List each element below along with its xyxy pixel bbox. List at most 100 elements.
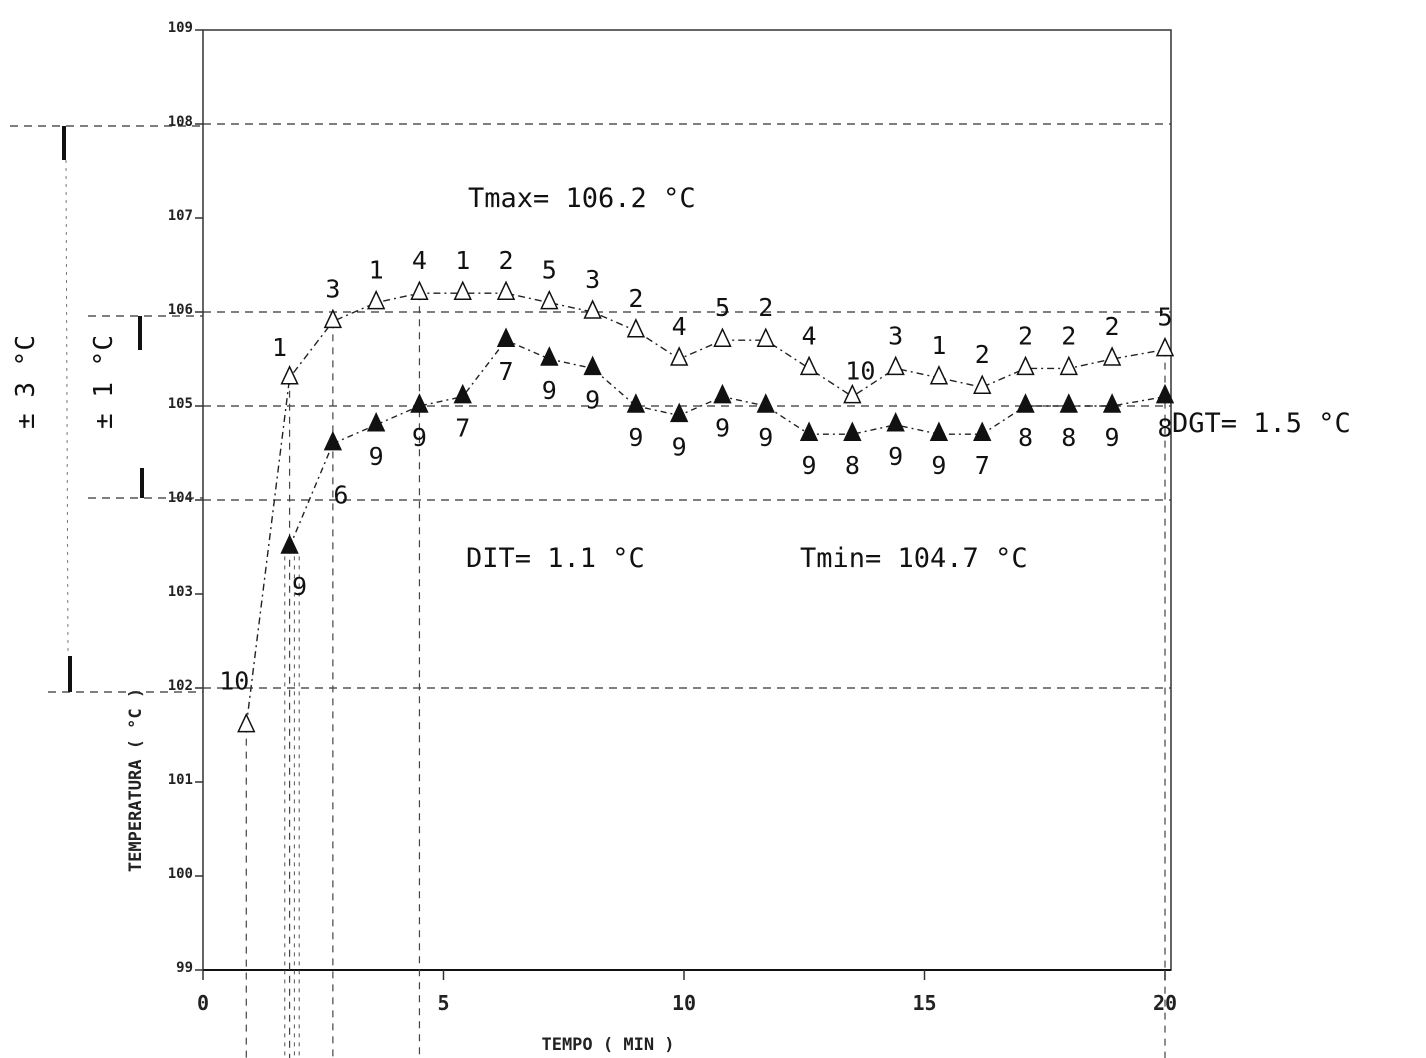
tmax-annotation: Tmax= 106.2 °C [468,183,696,214]
x-tick-label: 15 [912,991,936,1015]
x-tick-label: 0 [197,991,209,1015]
tolerance-bracket-inner [88,315,203,499]
vertical-drop-lines [245,293,1166,1058]
data-point-label: 10 [845,357,875,386]
data-point-open [366,289,386,310]
data-point-open [280,365,299,385]
data-point-label: 3 [888,321,903,350]
tmin-annotation: Tmin= 104.7 °C [800,543,1028,574]
data-point-label: 1 [455,246,470,275]
data-point-label: 5 [1157,303,1172,332]
data-point-filled [280,534,299,554]
series-line [245,292,1166,726]
y-axis-label: TEMPERATURA ( °C ) [126,688,146,872]
y-tick-label: 102 [168,678,193,694]
data-point-filled [886,412,905,432]
data-point-filled [626,393,646,413]
tolerance-outer-label: ± 3 °C [11,335,41,429]
y-tick-label: 104 [168,490,193,506]
data-point-label: 2 [758,293,773,322]
x-axis-label: TEMPO ( MIN ) [541,1035,674,1055]
data-point-open [973,374,992,394]
data-point-label: 9 [412,423,427,452]
data-point-open [323,308,343,329]
data-point-open [583,299,602,319]
data-point-label: 3 [325,274,340,303]
data-point-filled [1102,393,1122,413]
data-point-open [843,383,862,404]
data-point-open [453,280,472,300]
y-tick-label: 108 [168,114,193,130]
data-point-filled [670,402,689,423]
data-point-label: 9 [758,423,773,452]
y-tick-label: 105 [168,396,193,412]
data-point-filled [453,383,472,404]
data-point-label: 9 [931,451,946,480]
data-point-label: 9 [715,414,730,443]
data-point-open [237,712,256,733]
data-point-open [886,355,905,376]
data-point-open [626,318,646,338]
data-point-label: 2 [498,246,513,275]
dit-annotation: DIT= 1.1 °C [466,543,645,574]
data-point-filled [973,421,992,441]
data-point-label: 8 [1061,423,1076,452]
data-point-filled [540,346,559,366]
data-point-label: 9 [1105,423,1120,452]
data-point-label: 6 [333,481,348,510]
data-point-filled [929,421,949,441]
data-point-open [713,327,732,347]
data-point-label: 1 [931,331,946,360]
x-tick-label: 10 [672,991,696,1015]
data-point-open [1059,355,1078,376]
y-tick-label: 106 [168,302,193,318]
data-point-label: 7 [975,451,990,480]
data-point-label: 9 [628,423,643,452]
data-point-label: 2 [975,340,990,369]
data-point-filled [1059,393,1078,413]
y-tick-label: 99 [176,960,193,976]
data-point-label: 9 [542,376,557,405]
data-point-label: 9 [802,451,817,480]
x-tick-label: 5 [437,991,449,1015]
data-point-label: 4 [802,321,817,350]
data-point-open [496,280,516,300]
x-tick-label: 20 [1153,991,1177,1015]
data-point-open [799,355,819,376]
data-point-filled [843,421,862,441]
data-point-label: 5 [542,256,557,285]
data-point-label: 9 [672,432,687,461]
y-tick-label: 103 [168,584,193,600]
data-point-filled [583,355,602,376]
dgt-annotation: DGT= 1.5 °C [1172,408,1351,439]
data-point-label: 2 [1018,321,1033,350]
data-point-label: 7 [498,357,513,386]
data-point-label: 3 [585,265,600,294]
y-tick-label: 100 [168,866,193,882]
tolerance-bracket-outer [10,125,203,693]
x-axis-ticks: 0 5 10 15 20 [197,970,1177,1015]
y-tick-label: 109 [168,20,193,36]
data-point-filled [713,383,732,404]
data-point-open [540,289,559,310]
data-point-open [1016,355,1035,376]
data-point-label: 8 [845,451,860,480]
data-point-filled [1155,383,1175,404]
tolerance-inner-label: ± 1 °C [89,335,119,429]
data-point-filled [323,430,343,451]
data-point-filled [799,421,819,441]
data-point-label: 2 [1105,312,1120,341]
data-point-label: 1 [369,256,384,285]
data-point-label: 8 [1018,423,1033,452]
data-point-label: 9 [888,442,903,471]
data-point-label: 1 [272,333,287,362]
data-point-filled [756,393,775,413]
y-tick-label: 107 [168,208,193,224]
data-point-label: 2 [1061,321,1076,350]
data-point-label: 2 [628,284,643,313]
data-point-label: 4 [412,246,427,275]
data-point-label: 9 [292,572,307,601]
y-axis-ticks: 99 100 101 102 103 104 105 106 107 108 109 [168,20,203,976]
data-point-filled [496,327,516,347]
